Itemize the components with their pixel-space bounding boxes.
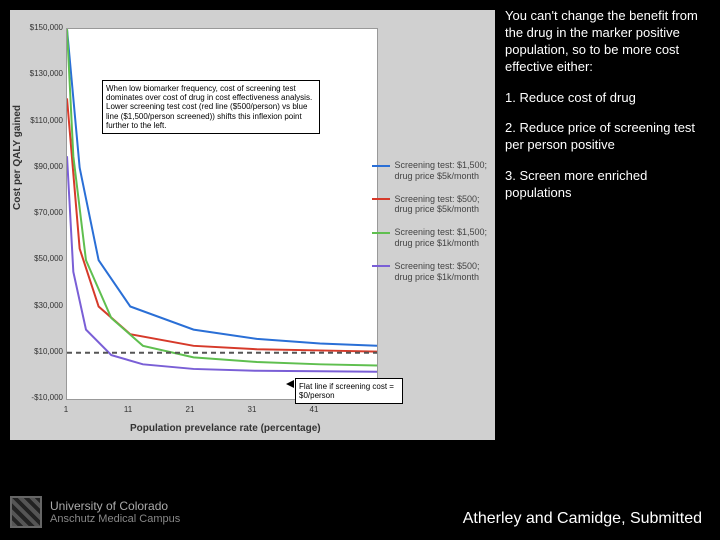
y-tick: $70,000 [23,208,63,217]
annotation-box-1: When low biomarker frequency, cost of sc… [102,80,320,134]
legend-swatch-icon [372,265,390,267]
x-tick: 1 [56,405,76,414]
legend: Screening test: $1,500;drug price $5k/mo… [372,160,487,294]
commentary-point-2: 2. Reduce price of screening test per pe… [505,120,710,154]
x-axis-label: Population prevelance rate (percentage) [130,423,321,434]
annotation-arrow-icon [286,380,294,388]
legend-label: drug price $5k/month [394,171,479,181]
commentary-point-1: 1. Reduce cost of drug [505,90,710,107]
right-commentary: You can't change the benefit from the dr… [505,8,710,216]
legend-label: Screening test: $500; [394,194,479,204]
cu-badge-icon [10,496,42,528]
legend-item: Screening test: $1,500;drug price $5k/mo… [372,160,487,182]
legend-item: Screening test: $500;drug price $1k/mont… [372,261,487,283]
legend-swatch-icon [372,232,390,234]
y-tick: $30,000 [23,301,63,310]
y-tick: $90,000 [23,162,63,171]
commentary-intro: You can't change the benefit from the dr… [505,8,710,76]
slide-root: Cost per QALY gained Population prevelan… [0,0,720,540]
institution-text: University of Colorado Anschutz Medical … [50,499,180,525]
attribution: Atherley and Camidge, Submitted [463,510,702,528]
legend-label: drug price $5k/month [394,204,479,214]
y-tick: -$10,000 [23,393,63,402]
legend-label: Screening test: $1,500; [394,227,487,237]
annotation-box-2: Flat line if screening cost = $0/person [295,378,403,404]
campus-name: Anschutz Medical Campus [50,513,180,525]
legend-label: Screening test: $1,500; [394,160,487,170]
x-tick: 31 [242,405,262,414]
y-tick: $50,000 [23,254,63,263]
y-tick: $130,000 [23,69,63,78]
legend-label: drug price $1k/month [394,272,479,282]
legend-swatch-icon [372,198,390,200]
legend-item: Screening test: $1,500;drug price $1k/mo… [372,227,487,249]
y-tick: $150,000 [23,23,63,32]
institution-logo: University of Colorado Anschutz Medical … [10,496,180,528]
x-tick: 41 [304,405,324,414]
x-tick: 11 [118,405,138,414]
x-tick: 21 [180,405,200,414]
legend-item: Screening test: $500;drug price $5k/mont… [372,194,487,216]
y-axis-label: Cost per QALY gained [12,105,23,210]
institution-name: University of Colorado [50,499,180,513]
legend-swatch-icon [372,165,390,167]
commentary-point-3: 3. Screen more enriched populations [505,168,710,202]
y-tick: $10,000 [23,347,63,356]
chart-container: Cost per QALY gained Population prevelan… [10,10,495,440]
y-tick: $110,000 [23,116,63,125]
legend-label: drug price $1k/month [394,238,479,248]
legend-label: Screening test: $500; [394,261,479,271]
